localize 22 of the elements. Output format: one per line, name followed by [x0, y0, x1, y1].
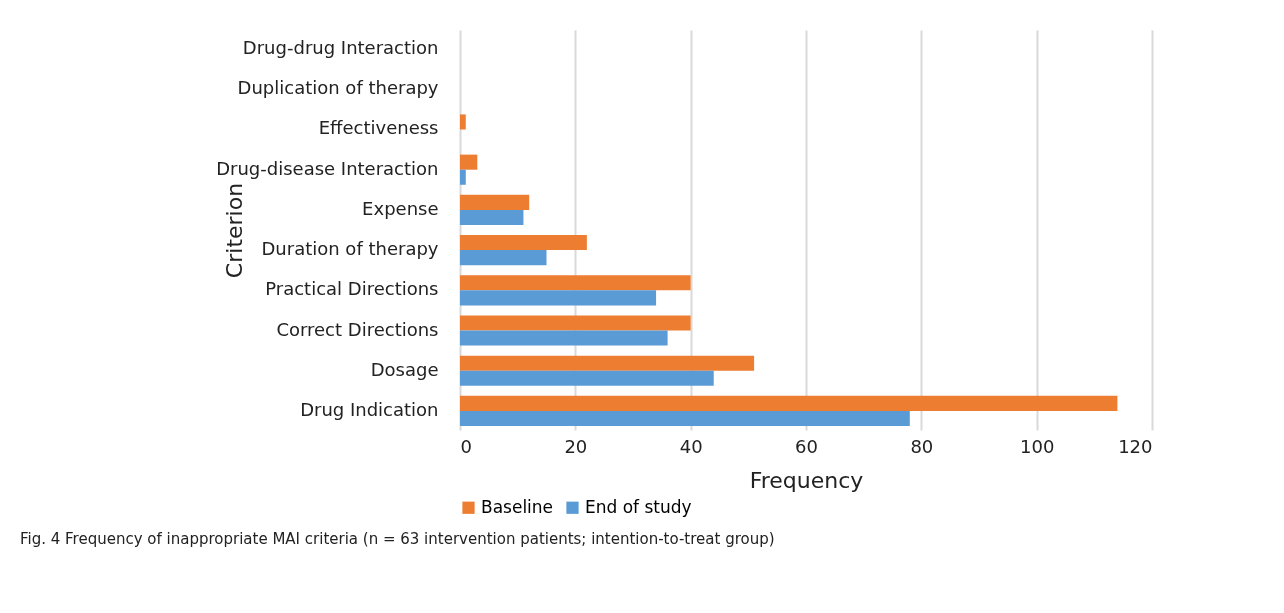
y-tick-label: Drug-drug Interaction: [242, 37, 439, 59]
x-axis-title: Frequency: [749, 467, 864, 493]
y-tick-label: Drug-disease Interaction: [216, 157, 439, 179]
y-tick-label: Effectiveness: [318, 117, 439, 139]
y-tick-label: Practical Directions: [265, 278, 439, 300]
y-axis-title: Criterion: [221, 182, 247, 279]
y-tick-label: Expense: [362, 197, 439, 219]
y-tick-label: Dosage: [370, 358, 439, 380]
x-tick-label: 100: [1019, 435, 1055, 457]
text: Fig. 4 Frequency of inappropriate MAI criteria (n = 63 intervention patients; intention-to-treat group): [20, 530, 775, 548]
legend-label: End of study: [585, 496, 692, 517]
x-tick-label: 80: [910, 435, 934, 457]
x-tick-label: 40: [679, 435, 703, 457]
y-tick-label: Duration of therapy: [261, 238, 439, 260]
x-tick-label: 120: [1118, 435, 1153, 457]
x-tick-label: 60: [795, 435, 818, 457]
x-tick-label: 0: [460, 435, 472, 457]
y-tick-label: Duplication of therapy: [237, 77, 439, 99]
x-tick-label: 20: [564, 435, 588, 457]
y-tick-label: Drug Indication: [300, 398, 439, 420]
y-tick-label: Correct Directions: [276, 318, 439, 340]
legend-label: Baseline: [481, 496, 554, 517]
